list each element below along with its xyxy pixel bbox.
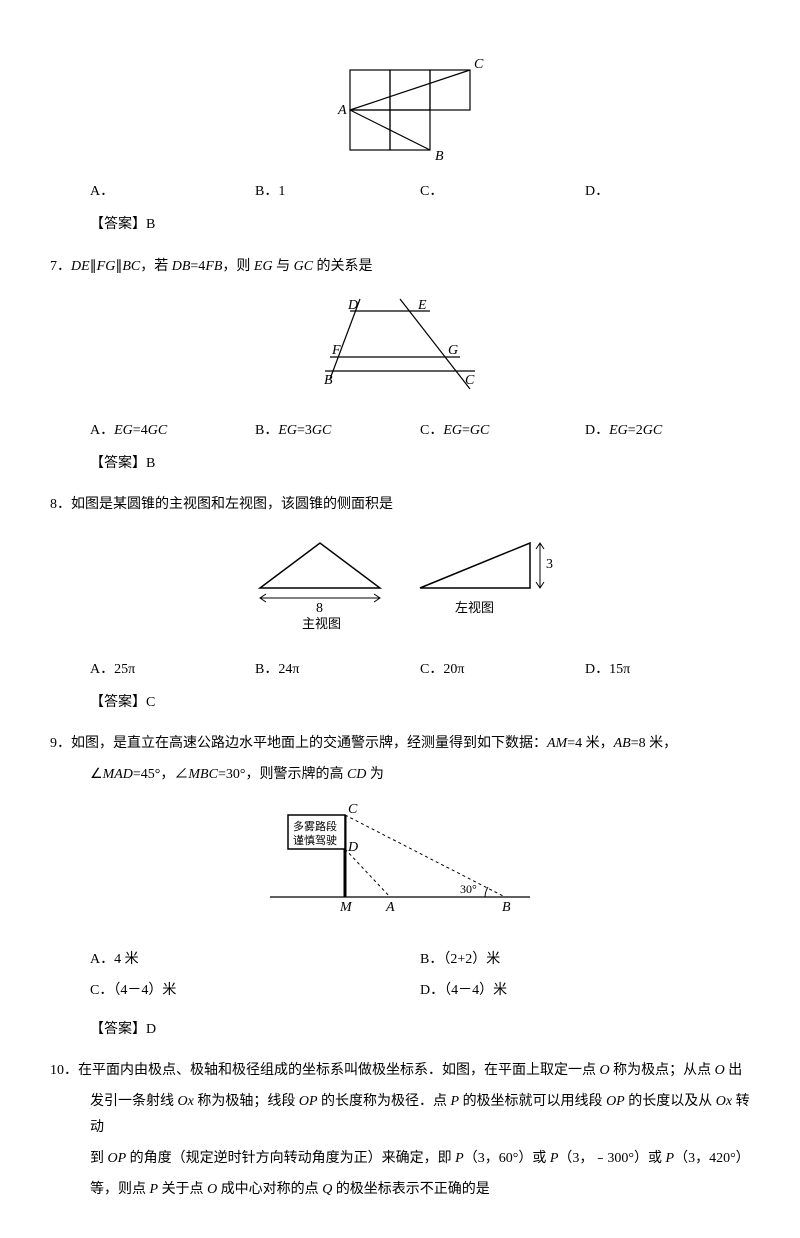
svg-text:B: B — [435, 149, 444, 160]
svg-text:E: E — [417, 298, 427, 313]
svg-text:30°: 30° — [460, 882, 477, 896]
svg-text:C: C — [348, 802, 358, 817]
q9-figure: 多雾路段 谨慎驾驶 C D M A B 30° — [50, 797, 750, 936]
q8-opt-a: A．25π — [90, 657, 255, 682]
q8-options: A．25π B．24π C．20π D．15π — [90, 657, 750, 682]
q9-text2: ∠MAD=45°，∠MBC=30°，则警示牌的高 CD 为 — [90, 762, 750, 787]
svg-text:B: B — [324, 373, 333, 388]
q7-opt-a: A．EG=4GC — [90, 418, 255, 443]
svg-text:A: A — [337, 103, 347, 118]
q10-text3: 到 OP 的角度（规定逆时针方向转动角度为正）来确定，即 P（3，60°）或 P… — [90, 1146, 750, 1171]
svg-text:G: G — [448, 343, 458, 358]
svg-text:M: M — [339, 900, 353, 915]
q10-text2: 发引一条射线 Ox 称为极轴；线段 OP 的长度称为极径．点 P 的极坐标就可以… — [90, 1089, 750, 1139]
q6-answer: 【答案】B — [90, 212, 750, 237]
q9-opt-d: D．（4－4）米 — [420, 978, 750, 1003]
q8-opt-d: D．15π — [585, 657, 750, 682]
svg-text:C: C — [465, 373, 475, 388]
q6-opt-c: C． — [420, 179, 585, 204]
svg-text:左视图: 左视图 — [455, 600, 494, 615]
svg-text:谨慎驾驶: 谨慎驾驶 — [293, 833, 337, 847]
q7-answer: 【答案】B — [90, 451, 750, 476]
q7-opt-c: C．EG=GC — [420, 418, 585, 443]
svg-text:D: D — [347, 840, 358, 855]
q8-opt-c: C．20π — [420, 657, 585, 682]
q7-opt-d: D．EG=2GC — [585, 418, 750, 443]
q7-text: 7．DE∥FG∥BC，若 DB=4FB，则 EG 与 GC 的关系是 — [50, 254, 750, 279]
q8-text: 8．如图是某圆锥的主视图和左视图，该圆锥的侧面积是 — [50, 492, 750, 517]
q6-figure: A B C — [50, 40, 750, 169]
svg-text:3: 3 — [546, 557, 553, 572]
svg-text:多雾路段: 多雾路段 — [293, 819, 337, 833]
svg-text:8: 8 — [316, 601, 323, 616]
q8-figure: 8 主视图 3 左视图 — [50, 528, 750, 647]
q6-options: A． B．1 C． D． — [90, 179, 750, 204]
q8-opt-b: B．24π — [255, 657, 420, 682]
svg-text:A: A — [385, 900, 395, 915]
svg-text:B: B — [502, 900, 511, 915]
svg-text:主视图: 主视图 — [302, 616, 341, 631]
q6-opt-a: A． — [90, 179, 255, 204]
svg-text:F: F — [331, 343, 341, 358]
svg-text:C: C — [474, 57, 484, 72]
q7-options: A．EG=4GC B．EG=3GC C．EG=GC D．EG=2GC — [90, 418, 750, 443]
q8-answer: 【答案】C — [90, 690, 750, 715]
q6-opt-d: D． — [585, 179, 750, 204]
q9-opt-c: C．（4－4）米 — [90, 978, 420, 1003]
q6-opt-b: B．1 — [255, 179, 420, 204]
q7-figure: D E F G B C — [50, 289, 750, 408]
q10-text: 10．在平面内由极点、极轴和极径组成的坐标系叫做极坐标系．如图，在平面上取定一点… — [50, 1058, 750, 1083]
q9-opt-b: B．（2+2）米 — [420, 947, 750, 972]
svg-text:D: D — [347, 298, 358, 313]
q9-answer: 【答案】D — [90, 1017, 750, 1042]
q9-opt-a: A．4 米 — [90, 947, 420, 972]
q10-text4: 等，则点 P 关于点 O 成中心对称的点 Q 的极坐标表示不正确的是 — [90, 1177, 750, 1202]
q9-text: 9．如图，是直立在高速公路边水平地面上的交通警示牌，经测量得到如下数据：AM=4… — [50, 731, 750, 756]
q9-options: A．4 米 B．（2+2）米 C．（4－4）米 D．（4－4）米 — [90, 947, 750, 1009]
q7-opt-b: B．EG=3GC — [255, 418, 420, 443]
